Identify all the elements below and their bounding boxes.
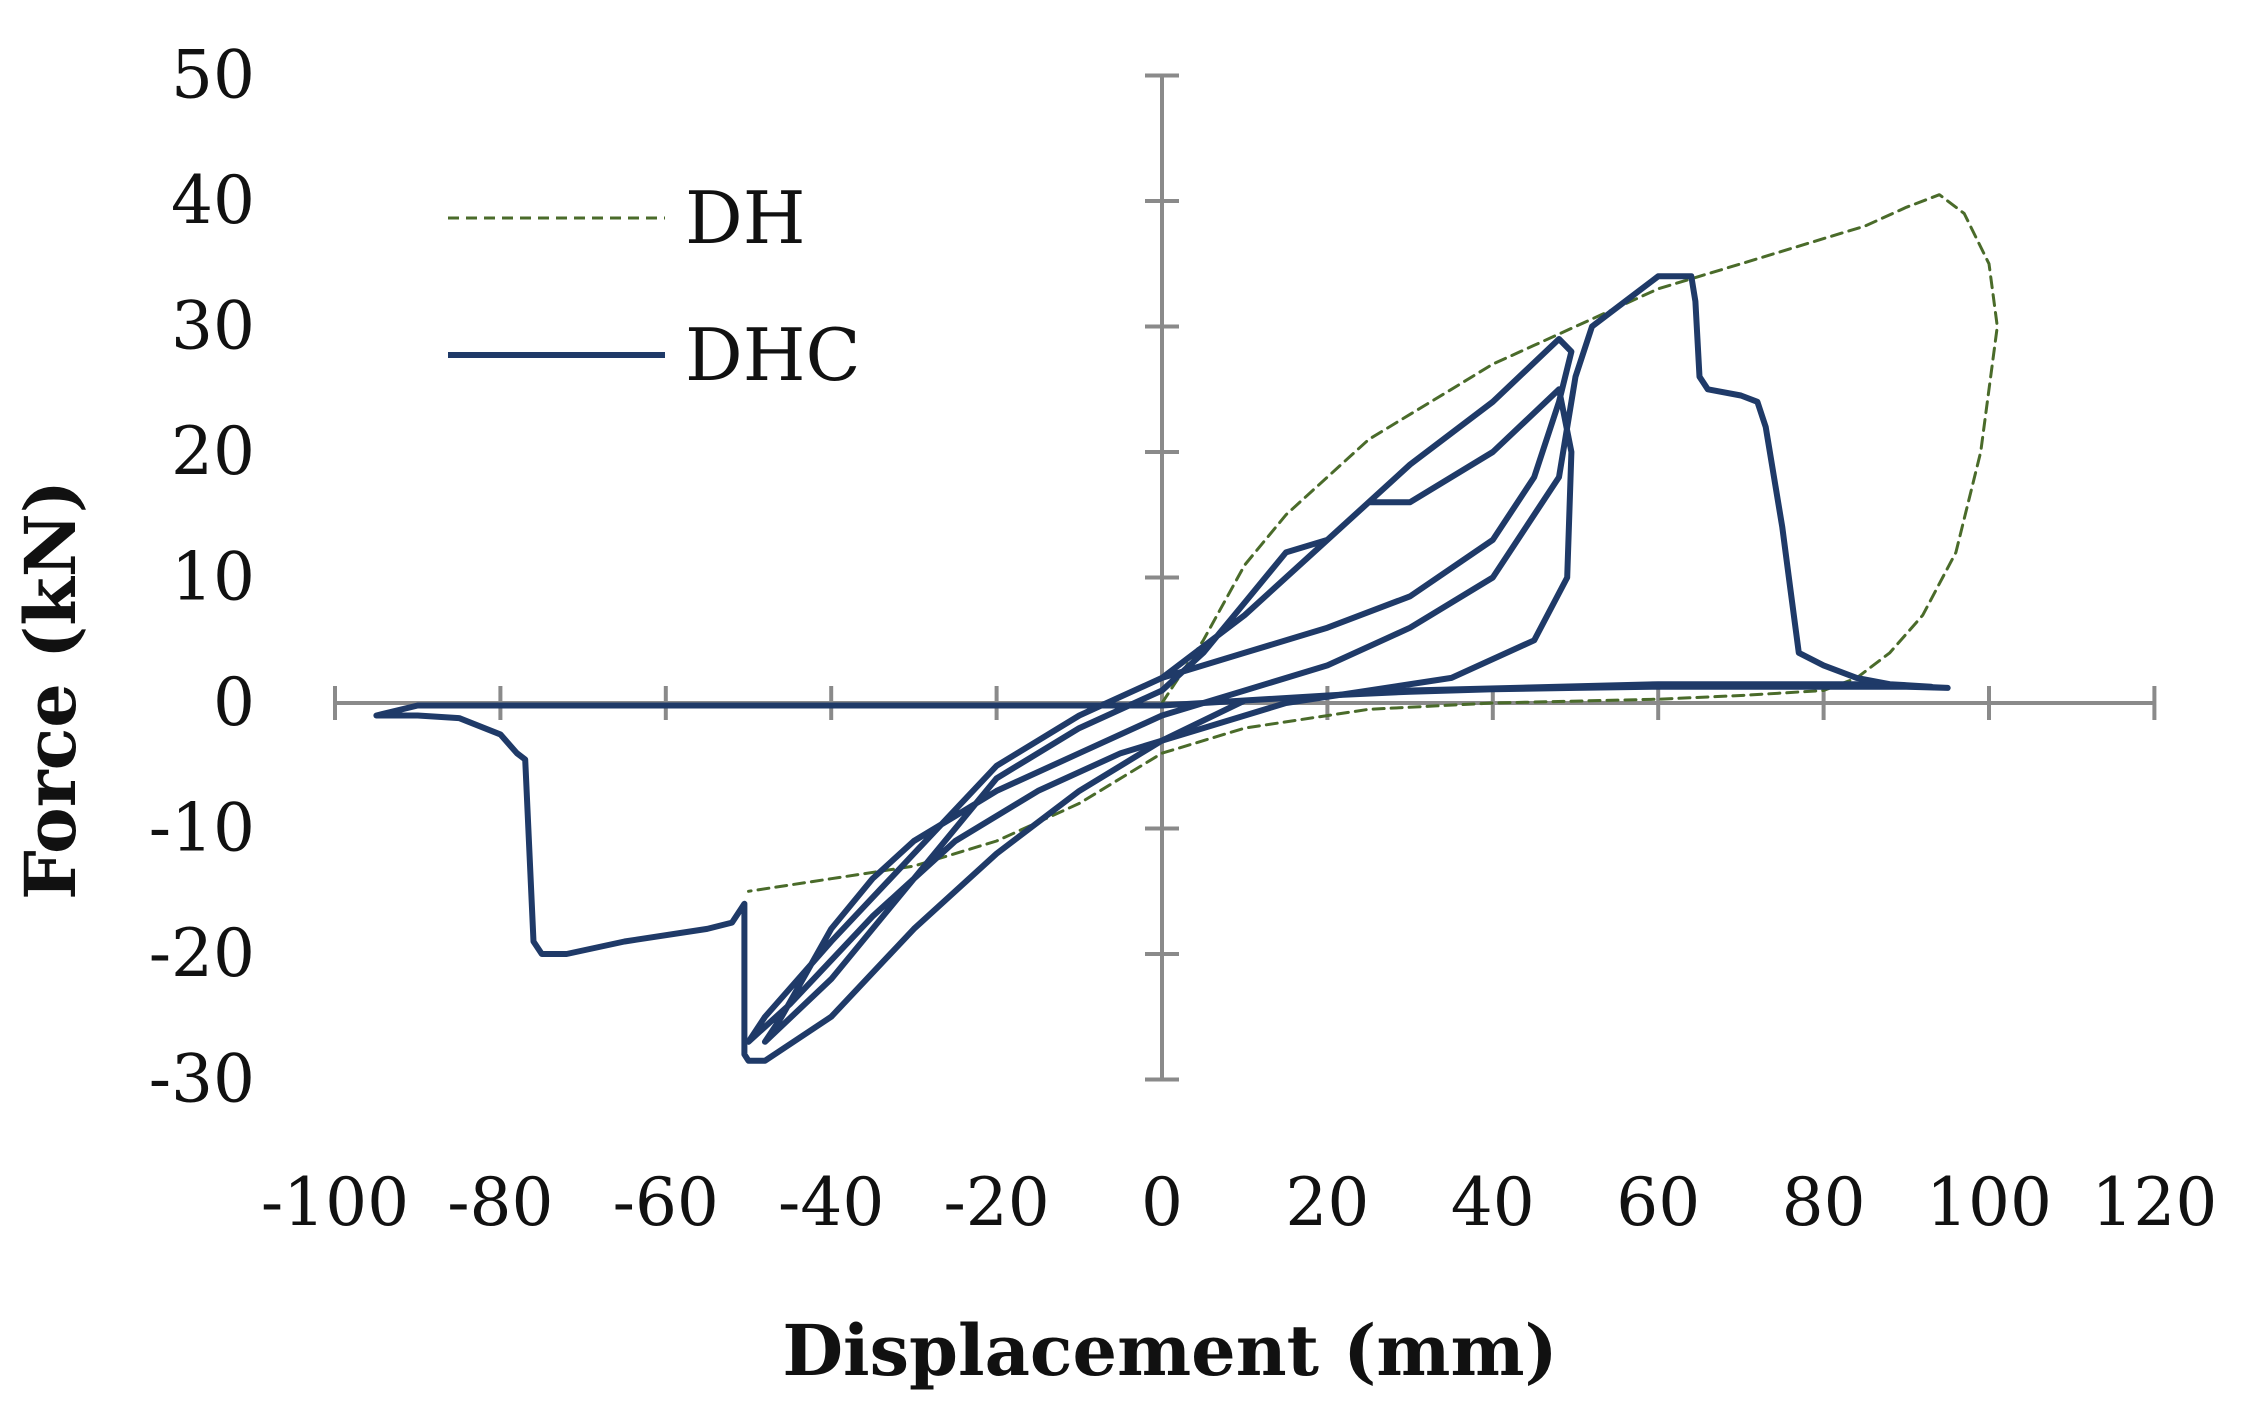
x-tick-label: 100: [1926, 1164, 2052, 1241]
y-tick-label: -10: [149, 790, 255, 867]
series-layer: [373, 193, 1999, 1064]
series-line-dhc-loops: [745, 273, 1935, 1045]
x-tick-label: -20: [943, 1164, 1049, 1241]
legend-label-dhc: DHC: [685, 313, 861, 397]
tick-labels-group: -100 -80 -60 -40 -20 0 20 40 60 80 100 120-30-20-10…: [149, 37, 2218, 1242]
y-tick-label: 0: [213, 664, 255, 741]
x-tick-label: 60: [1616, 1164, 1700, 1241]
y-tick-label: -30: [149, 1041, 255, 1118]
x-tick-label: 20: [1285, 1164, 1369, 1241]
x-tick-label: -40: [778, 1164, 884, 1241]
series-line-dhc: [373, 681, 1951, 1064]
y-tick-label: 30: [171, 288, 255, 365]
y-tick-label: 10: [171, 539, 255, 616]
axes-group: [333, 73, 2157, 1082]
x-tick-label: -100: [261, 1164, 409, 1241]
legend: DH DHC: [448, 176, 861, 397]
x-tick-label: -80: [447, 1164, 553, 1241]
series-line-dh: [747, 193, 1999, 893]
y-tick-label: 40: [171, 162, 255, 239]
y-axis-title: Force (kN): [9, 480, 92, 900]
legend-label-dh: DH: [685, 176, 806, 260]
x-tick-label: 40: [1451, 1164, 1535, 1241]
y-tick-label: 50: [171, 37, 255, 114]
x-axis-title: Displacement (mm): [782, 1309, 1557, 1392]
x-tick-label: 0: [1141, 1164, 1183, 1241]
y-tick-label: -20: [149, 915, 255, 992]
y-tick-label: 20: [171, 413, 255, 490]
x-tick-label: 80: [1782, 1164, 1866, 1241]
x-tick-label: 120: [2091, 1164, 2217, 1241]
x-tick-label: -60: [613, 1164, 719, 1241]
